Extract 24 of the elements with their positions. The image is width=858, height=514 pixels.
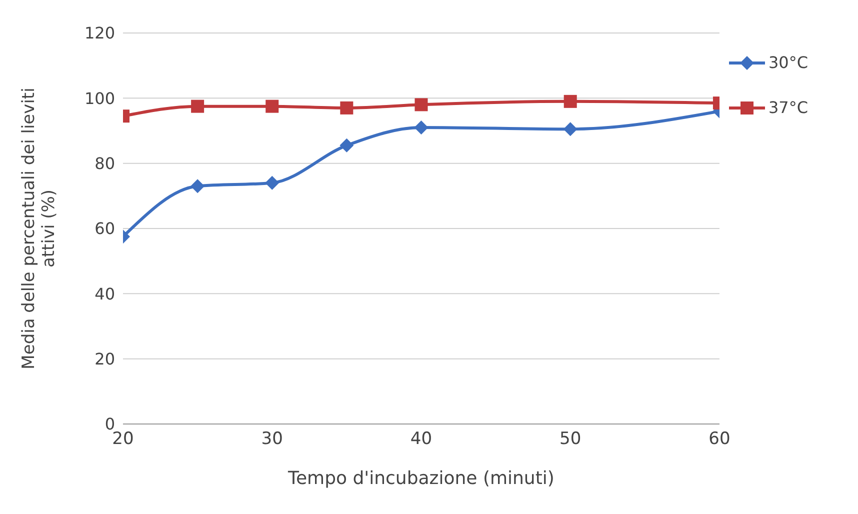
point [191, 100, 204, 113]
y-tick-label: 60 [94, 219, 115, 238]
legend-label: 30°C [768, 53, 808, 72]
x-tick-label: 30 [261, 429, 283, 450]
y-tick-label: 120 [84, 24, 115, 43]
point [266, 100, 279, 113]
x-tick-label: 60 [708, 429, 730, 450]
x-axis-title: Tempo d'incubazione (minuti) [287, 468, 554, 489]
point [340, 138, 354, 152]
y-tick-label: 40 [94, 284, 115, 304]
y-tick-label: 80 [94, 154, 115, 174]
legend-label: 37°C [768, 98, 808, 117]
y-tick-label: 100 [84, 88, 115, 108]
point [265, 176, 280, 190]
y-tick-label: 20 [94, 350, 115, 369]
point [414, 98, 428, 112]
x-tick-label: 50 [560, 429, 582, 450]
point [190, 179, 205, 194]
point [414, 120, 428, 134]
y-axis-title: Media delle percentuali dei lieviti attivi (%) [19, 88, 59, 370]
y-tick-label: 0 [104, 414, 115, 434]
point [340, 101, 354, 114]
x-tick-label: 20 [112, 429, 134, 450]
x-tick-label: 40 [410, 429, 432, 450]
